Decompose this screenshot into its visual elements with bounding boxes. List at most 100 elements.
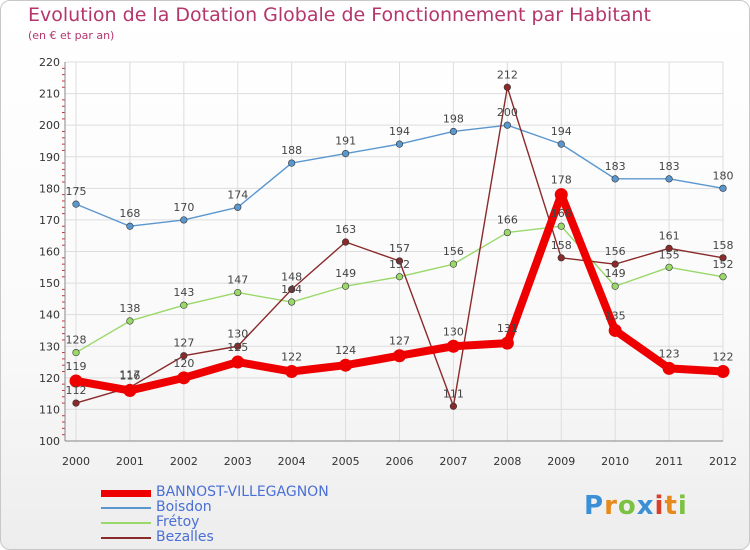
data-point[interactable]	[395, 140, 404, 148]
x-tick-label: 2007	[439, 455, 467, 468]
data-point[interactable]	[341, 238, 350, 246]
data-label: 149	[605, 267, 626, 280]
data-label: 130	[227, 327, 248, 340]
x-tick-label: 2011	[655, 455, 683, 468]
x-tick-label: 2006	[386, 455, 414, 468]
data-label: 155	[659, 248, 680, 261]
data-label: 157	[389, 242, 410, 255]
data-point[interactable]	[234, 342, 242, 350]
y-tick-label: 100	[39, 435, 60, 448]
data-point[interactable]	[503, 228, 511, 237]
data-point[interactable]	[393, 349, 406, 363]
legend-swatch-bannost	[101, 490, 151, 497]
data-point[interactable]	[231, 355, 245, 369]
data-point[interactable]	[395, 273, 404, 281]
data-point[interactable]	[288, 285, 296, 294]
data-point[interactable]	[126, 222, 134, 230]
data-point[interactable]	[72, 200, 80, 208]
data-point[interactable]	[180, 352, 188, 360]
data-point[interactable]	[503, 121, 511, 129]
data-label: 180	[713, 169, 734, 182]
data-point[interactable]	[449, 260, 458, 268]
y-tick-label: 210	[39, 88, 60, 101]
data-point[interactable]	[123, 383, 137, 397]
data-point[interactable]	[341, 149, 350, 158]
data-point[interactable]	[662, 361, 676, 375]
x-tick-label: 2009	[547, 455, 575, 468]
data-point[interactable]	[500, 336, 514, 350]
data-label: 122	[281, 351, 302, 364]
data-label: 170	[173, 201, 194, 214]
data-label: 138	[119, 302, 140, 315]
y-tick-label: 120	[39, 372, 60, 385]
data-label: 175	[66, 185, 87, 198]
data-point[interactable]	[665, 175, 673, 183]
data-label: 156	[605, 245, 626, 258]
data-point[interactable]	[557, 254, 565, 262]
data-point[interactable]	[395, 257, 404, 265]
data-point[interactable]	[126, 317, 134, 325]
data-label: 178	[551, 174, 572, 187]
x-tick-label: 2002	[170, 455, 198, 468]
legend-label: BANNOST-VILLEGAGNON	[156, 484, 329, 500]
data-point[interactable]	[719, 184, 727, 192]
data-point[interactable]	[72, 399, 80, 407]
data-point[interactable]	[69, 374, 83, 388]
data-label: 143	[173, 286, 194, 299]
data-point[interactable]	[611, 282, 619, 290]
data-point[interactable]	[557, 140, 565, 148]
data-point[interactable]	[719, 254, 727, 262]
data-point[interactable]	[177, 371, 191, 385]
data-label: 188	[281, 144, 302, 157]
data-point[interactable]	[611, 175, 619, 183]
y-tick-label: 180	[39, 182, 60, 195]
data-point[interactable]	[234, 288, 242, 297]
data-point[interactable]	[234, 203, 242, 211]
data-point[interactable]	[665, 263, 673, 271]
x-tick-label: 2008	[493, 455, 521, 468]
y-tick-label: 220	[39, 56, 60, 69]
data-point[interactable]	[449, 127, 458, 136]
y-tick-label: 110	[39, 403, 60, 416]
data-label: 152	[389, 258, 410, 271]
data-point[interactable]	[716, 365, 730, 379]
data-point[interactable]	[554, 188, 568, 202]
data-label: 111	[443, 387, 464, 400]
legend-label: Frétoy	[156, 514, 200, 530]
data-label: 200	[497, 106, 518, 119]
data-point[interactable]	[557, 222, 565, 230]
data-point[interactable]	[72, 348, 80, 357]
x-tick-label: 2001	[116, 455, 144, 468]
data-point[interactable]	[339, 358, 353, 372]
data-point[interactable]	[341, 282, 350, 290]
x-tick-label: 2000	[62, 455, 90, 468]
data-point[interactable]	[180, 216, 188, 224]
x-tick-label: 2012	[709, 455, 737, 468]
data-point[interactable]	[449, 402, 458, 410]
data-point[interactable]	[285, 365, 299, 379]
data-label: 166	[497, 214, 518, 227]
data-label: 148	[281, 270, 302, 283]
data-label: 194	[551, 125, 572, 138]
data-label: 131	[497, 322, 518, 335]
data-point[interactable]	[719, 273, 727, 281]
data-point[interactable]	[446, 339, 460, 353]
data-point[interactable]	[608, 323, 622, 337]
data-point[interactable]	[665, 244, 673, 252]
data-point[interactable]	[180, 301, 188, 309]
axes: 100 110 120 130 140 150 160 170 180 190 200 210 220 2…	[39, 56, 737, 468]
data-point[interactable]	[611, 260, 619, 268]
data-point[interactable]	[288, 159, 296, 167]
data-label: 135	[605, 309, 626, 322]
data-point[interactable]	[288, 298, 296, 306]
y-tick-label: 170	[39, 214, 60, 227]
data-point[interactable]	[503, 83, 511, 91]
data-labels: 175 168 170 174 188 191 194 198 200 194 183 183 180 1…	[66, 68, 734, 400]
y-tick-label: 190	[39, 151, 60, 164]
data-label: 163	[335, 223, 356, 236]
y-tick-label: 160	[39, 246, 60, 259]
data-label: 128	[66, 334, 87, 347]
data-label: 183	[659, 160, 680, 173]
x-tick-label: 2010	[601, 455, 629, 468]
